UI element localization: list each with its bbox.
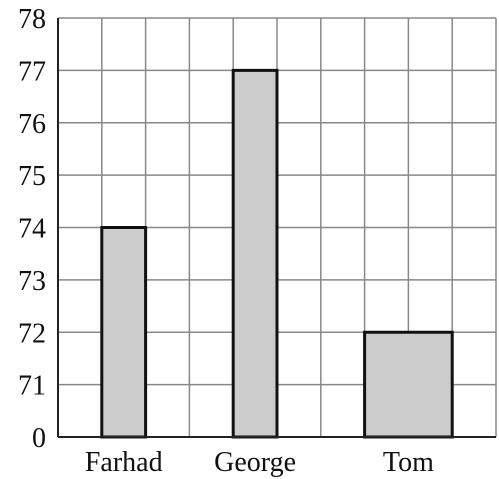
y-tick-labels: 0 71 72 73 74 75 76 77 78 (18, 4, 46, 454)
y-tick-label: 78 (18, 4, 46, 35)
x-category-labels: Farhad George Tom (85, 447, 434, 478)
bar-george (231, 68, 279, 439)
bar-farhad (100, 226, 148, 439)
x-category-label: Tom (383, 447, 434, 478)
bars (100, 68, 454, 439)
x-category-label: George (214, 447, 296, 478)
bar-tom (363, 330, 454, 439)
axes (57, 18, 496, 438)
y-tick-label: 77 (18, 56, 46, 87)
y-tick-label: 0 (32, 423, 46, 454)
y-tick-label: 71 (18, 371, 46, 402)
y-tick-label: 75 (18, 161, 46, 192)
y-tick-label: 73 (18, 266, 46, 297)
x-category-label: Farhad (85, 447, 163, 478)
y-tick-label: 72 (18, 318, 46, 349)
y-tick-label: 76 (18, 109, 46, 140)
y-tick-label: 74 (18, 214, 46, 245)
